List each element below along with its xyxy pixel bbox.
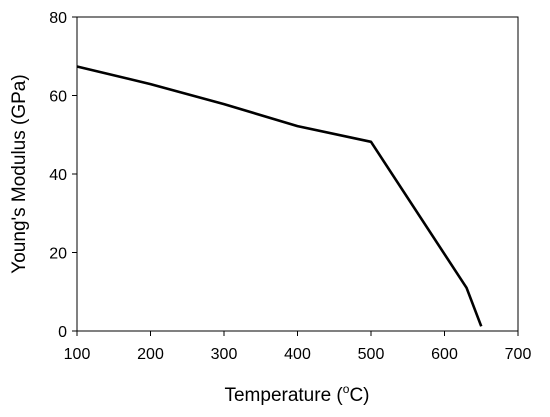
y-axis-title: Young's Modulus (GPa)	[9, 74, 30, 273]
y-tick-label: 40	[49, 167, 67, 184]
x-axis-ticks: 100 200 300 400 500 600 700	[64, 331, 532, 363]
x-tick-label: 300	[211, 346, 238, 363]
x-tick-label: 100	[64, 346, 91, 363]
x-axis-title-main: Temperature (	[224, 385, 343, 406]
x-tick-label: 400	[284, 346, 311, 363]
x-tick-label: 600	[431, 346, 458, 363]
y-tick-label: 20	[49, 246, 67, 263]
x-axis-title: Temperature (oC)	[224, 382, 369, 406]
x-tick-label: 700	[505, 346, 532, 363]
series-layer	[76, 65, 483, 327]
x-axis-title-sup: o	[343, 382, 350, 396]
x-tick-label: 200	[137, 346, 164, 363]
y-tick-label: 0	[58, 324, 67, 341]
y-tick-label: 80	[49, 10, 67, 27]
y-axis-ticks: 0 20 40 60 80	[49, 10, 77, 341]
series-line-0	[76, 65, 483, 327]
plot-area-frame	[76, 16, 519, 332]
y-tick-label: 60	[49, 89, 67, 106]
x-axis-title-suffix: C)	[349, 385, 369, 406]
x-tick-label: 500	[358, 346, 385, 363]
